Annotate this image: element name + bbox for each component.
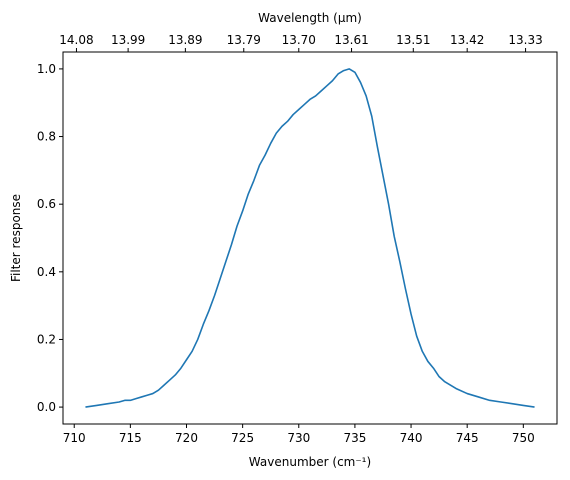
top-tick-label: 13.42: [450, 33, 484, 47]
y-tick-label: 0.8: [37, 130, 56, 144]
x-tick-label: 740: [400, 431, 423, 445]
y-tick-label: 0.0: [37, 400, 56, 414]
y-axis-label: Filter response: [9, 194, 23, 282]
x-tick-label: 715: [119, 431, 142, 445]
plot-background: [63, 52, 557, 424]
top-tick-label: 13.79: [227, 33, 261, 47]
y-tick-label: 0.6: [37, 197, 56, 211]
chart-marks: [85, 68, 535, 408]
chart-ticks: 710 715 720 725 730 735 740 745 750 0.0 0.2 0.4 0.6 0…: [37, 33, 543, 445]
y-tick-label: 0.4: [37, 265, 56, 279]
top-tick-label: 13.99: [111, 33, 145, 47]
plot-frame: [62, 51, 558, 425]
x-tick-label: 735: [343, 431, 366, 445]
top-tick-label: 13.89: [168, 33, 202, 47]
top-tick-label: 13.61: [334, 33, 368, 47]
x-tick-label: 725: [231, 431, 254, 445]
x-tick-label: 745: [456, 431, 479, 445]
y-tick-label: 1.0: [37, 62, 56, 76]
top-tick-label: 13.51: [396, 33, 430, 47]
top-tick-label: 14.08: [59, 33, 93, 47]
top-axis-label: Wavelength (μm): [258, 11, 362, 25]
x-tick-label: 730: [287, 431, 310, 445]
y-tick-label: 0.2: [37, 332, 56, 346]
x-axis-label: Wavenumber (cm⁻¹): [249, 455, 371, 469]
top-tick-label: 13.33: [508, 33, 542, 47]
filter-response-line: [85, 68, 535, 408]
x-tick-label: 710: [63, 431, 86, 445]
top-tick-label: 13.70: [282, 33, 316, 47]
x-tick-label: 720: [175, 431, 198, 445]
x-tick-label: 750: [512, 431, 535, 445]
